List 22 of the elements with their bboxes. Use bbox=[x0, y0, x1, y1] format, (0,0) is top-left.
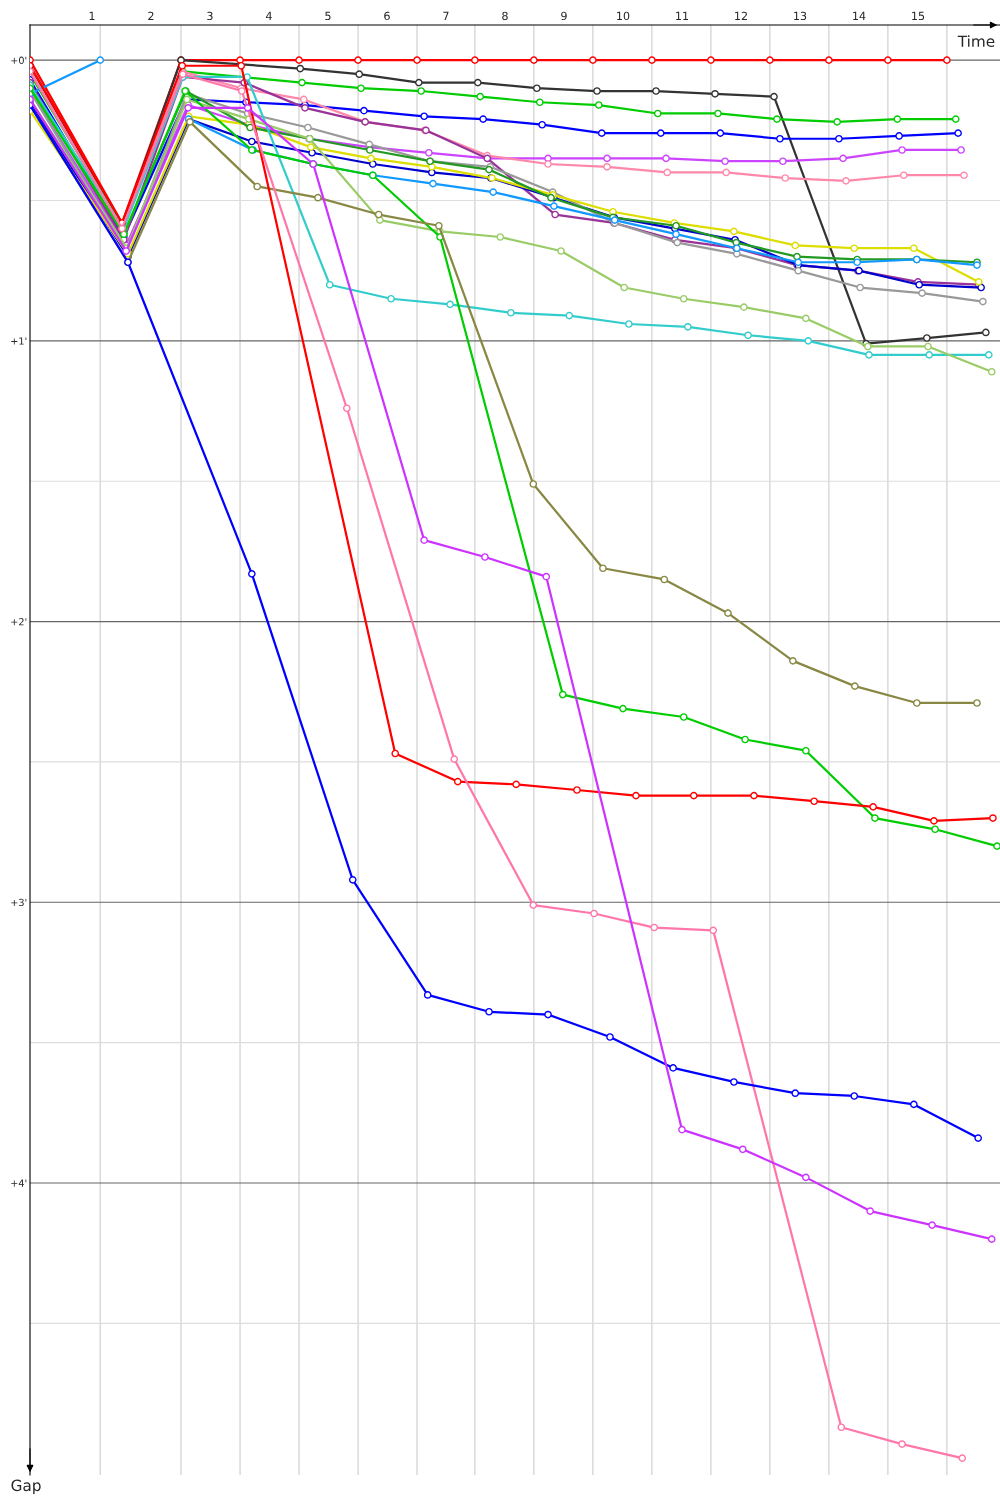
x-tick-label: 3 bbox=[207, 11, 213, 21]
x-tick-label: 5 bbox=[325, 11, 331, 21]
y-tick-label: +1' bbox=[11, 337, 27, 345]
y-tick-label: +4' bbox=[11, 1179, 27, 1187]
x-tick-label: 11 bbox=[676, 11, 689, 20]
y-tick-label: +0' bbox=[11, 56, 27, 64]
x-tick-label: 10 bbox=[617, 11, 630, 21]
x-tick-label: 8 bbox=[502, 11, 508, 21]
x-tick-label: 1 bbox=[89, 11, 95, 20]
y-tick-label: +3' bbox=[11, 898, 27, 907]
x-tick-label: 9 bbox=[561, 11, 567, 21]
x-tick-label: 12 bbox=[735, 11, 747, 20]
x-axis-title: Time bbox=[957, 35, 995, 48]
x-tick-label: 15 bbox=[912, 11, 925, 21]
x-tick-label: 6 bbox=[384, 11, 390, 21]
x-tick-label: 4 bbox=[265, 11, 272, 20]
x-tick-label: 7 bbox=[443, 11, 449, 20]
x-tick-label: 13 bbox=[794, 11, 807, 21]
x-tick-label: 14 bbox=[853, 11, 866, 20]
y-axis-title: Gap bbox=[11, 1479, 41, 1495]
y-tick-label: +2' bbox=[11, 618, 27, 626]
x-tick-label: 2 bbox=[148, 11, 154, 20]
